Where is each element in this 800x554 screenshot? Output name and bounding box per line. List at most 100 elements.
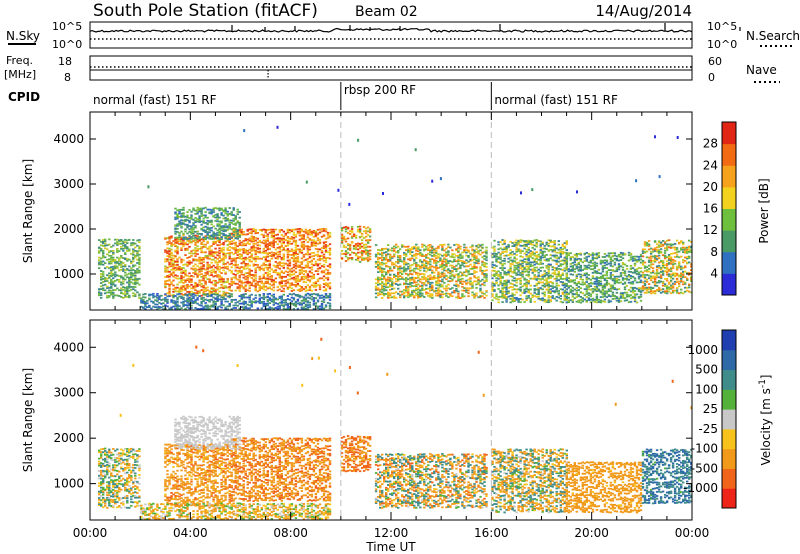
range-time-cell	[234, 252, 237, 254]
range-time-cell	[517, 269, 520, 271]
range-time-cell	[234, 215, 237, 217]
range-time-cell	[425, 288, 428, 290]
range-time-cell	[210, 287, 213, 290]
range-time-cell	[306, 253, 310, 256]
range-time-cell	[184, 247, 187, 250]
range-time-cell	[254, 251, 257, 254]
range-time-cell	[531, 264, 534, 267]
range-time-cell	[441, 273, 444, 275]
range-time-cell	[641, 285, 645, 288]
range-time-cell	[248, 275, 251, 278]
range-time-cell	[659, 267, 663, 269]
range-time-cell	[499, 258, 502, 261]
range-time-cell	[342, 244, 346, 247]
range-time-cell	[579, 266, 583, 269]
range-time-cell	[417, 288, 420, 291]
range-time-cell	[124, 294, 127, 297]
range-time-cell	[212, 268, 215, 271]
range-time-cell	[513, 300, 516, 303]
range-time-cell	[262, 273, 266, 276]
range-time-cell	[615, 255, 619, 258]
range-time-cell	[194, 234, 197, 237]
range-time-cell	[198, 266, 201, 269]
range-time-cell	[577, 257, 581, 260]
range-time-cell	[238, 276, 241, 279]
range-time-cell	[220, 294, 223, 297]
range-time-cell	[639, 267, 643, 270]
range-time-cell	[479, 280, 482, 283]
range-time-cell	[102, 251, 105, 254]
range-time-cell	[543, 270, 546, 272]
range-time-cell	[471, 248, 474, 251]
range-time-cell	[439, 294, 442, 297]
range-time-cell	[387, 260, 390, 263]
range-time-cell	[569, 273, 573, 276]
range-time-cell	[577, 269, 581, 272]
range-time-cell	[226, 247, 229, 250]
range-time-cell	[242, 266, 245, 269]
range-time-cell	[559, 251, 563, 253]
range-time-cell	[415, 247, 418, 250]
range-time-cell	[559, 260, 563, 262]
range-time-cell	[649, 255, 653, 258]
range-time-cell	[535, 293, 538, 296]
range-time-cell	[523, 282, 526, 285]
range-time-cell	[605, 272, 609, 275]
range-time-cell	[310, 230, 314, 233]
range-time-cell	[220, 279, 223, 282]
range-time-cell	[643, 287, 647, 290]
range-time-cell	[537, 295, 540, 298]
range-time-cell	[567, 285, 571, 287]
range-time-cell	[573, 293, 577, 296]
range-time-cell	[318, 267, 322, 269]
range-time-cell	[220, 249, 223, 252]
range-time-cell	[559, 263, 563, 266]
range-time-cell	[266, 252, 270, 255]
range-time-cell	[377, 288, 380, 291]
range-time-cell	[525, 253, 528, 256]
range-time-cell	[184, 274, 187, 277]
range-time-cell	[174, 266, 177, 269]
range-time-cell	[232, 242, 235, 245]
range-time-cell	[539, 278, 542, 281]
range-time-cell	[230, 270, 233, 273]
range-time-cell	[609, 272, 613, 274]
range-time-cell	[374, 262, 378, 265]
range-time-cell	[485, 276, 488, 279]
date-label: 14/Aug/2014	[595, 2, 692, 20]
range-time-cell	[609, 274, 613, 276]
range-time-cell	[597, 280, 601, 282]
range-time-cell	[218, 227, 221, 230]
range-time-cell	[455, 289, 458, 292]
range-time-cell	[208, 254, 211, 257]
range-time-cell	[270, 228, 274, 231]
range-time-cell	[503, 270, 506, 273]
range-time-cell	[326, 284, 330, 287]
range-time-cell	[134, 283, 137, 286]
range-time-cell	[210, 212, 213, 215]
range-time-cell	[276, 243, 280, 246]
range-time-cell	[643, 280, 647, 283]
range-time-cell	[501, 248, 504, 251]
range-time-cell	[429, 269, 432, 271]
range-time-cell	[511, 263, 514, 266]
range-time-cell	[128, 286, 131, 289]
range-time-cell	[348, 249, 352, 251]
range-time-cell	[535, 245, 538, 248]
range-time-cell	[202, 257, 205, 259]
range-time-cell	[665, 271, 669, 274]
range-time-cell	[186, 243, 189, 246]
range-time-cell	[523, 245, 526, 247]
range-time-cell	[495, 258, 498, 261]
range-time-cell	[427, 247, 430, 250]
range-time-cell	[433, 289, 436, 292]
range-time-cell	[300, 266, 304, 269]
range-time-cell	[292, 283, 296, 286]
range-time-cell	[453, 289, 456, 292]
range-time-cell	[391, 255, 394, 258]
range-time-cell	[535, 275, 538, 278]
range-time-cell	[437, 260, 440, 263]
range-time-cell	[483, 251, 486, 253]
range-time-cell	[597, 277, 601, 279]
